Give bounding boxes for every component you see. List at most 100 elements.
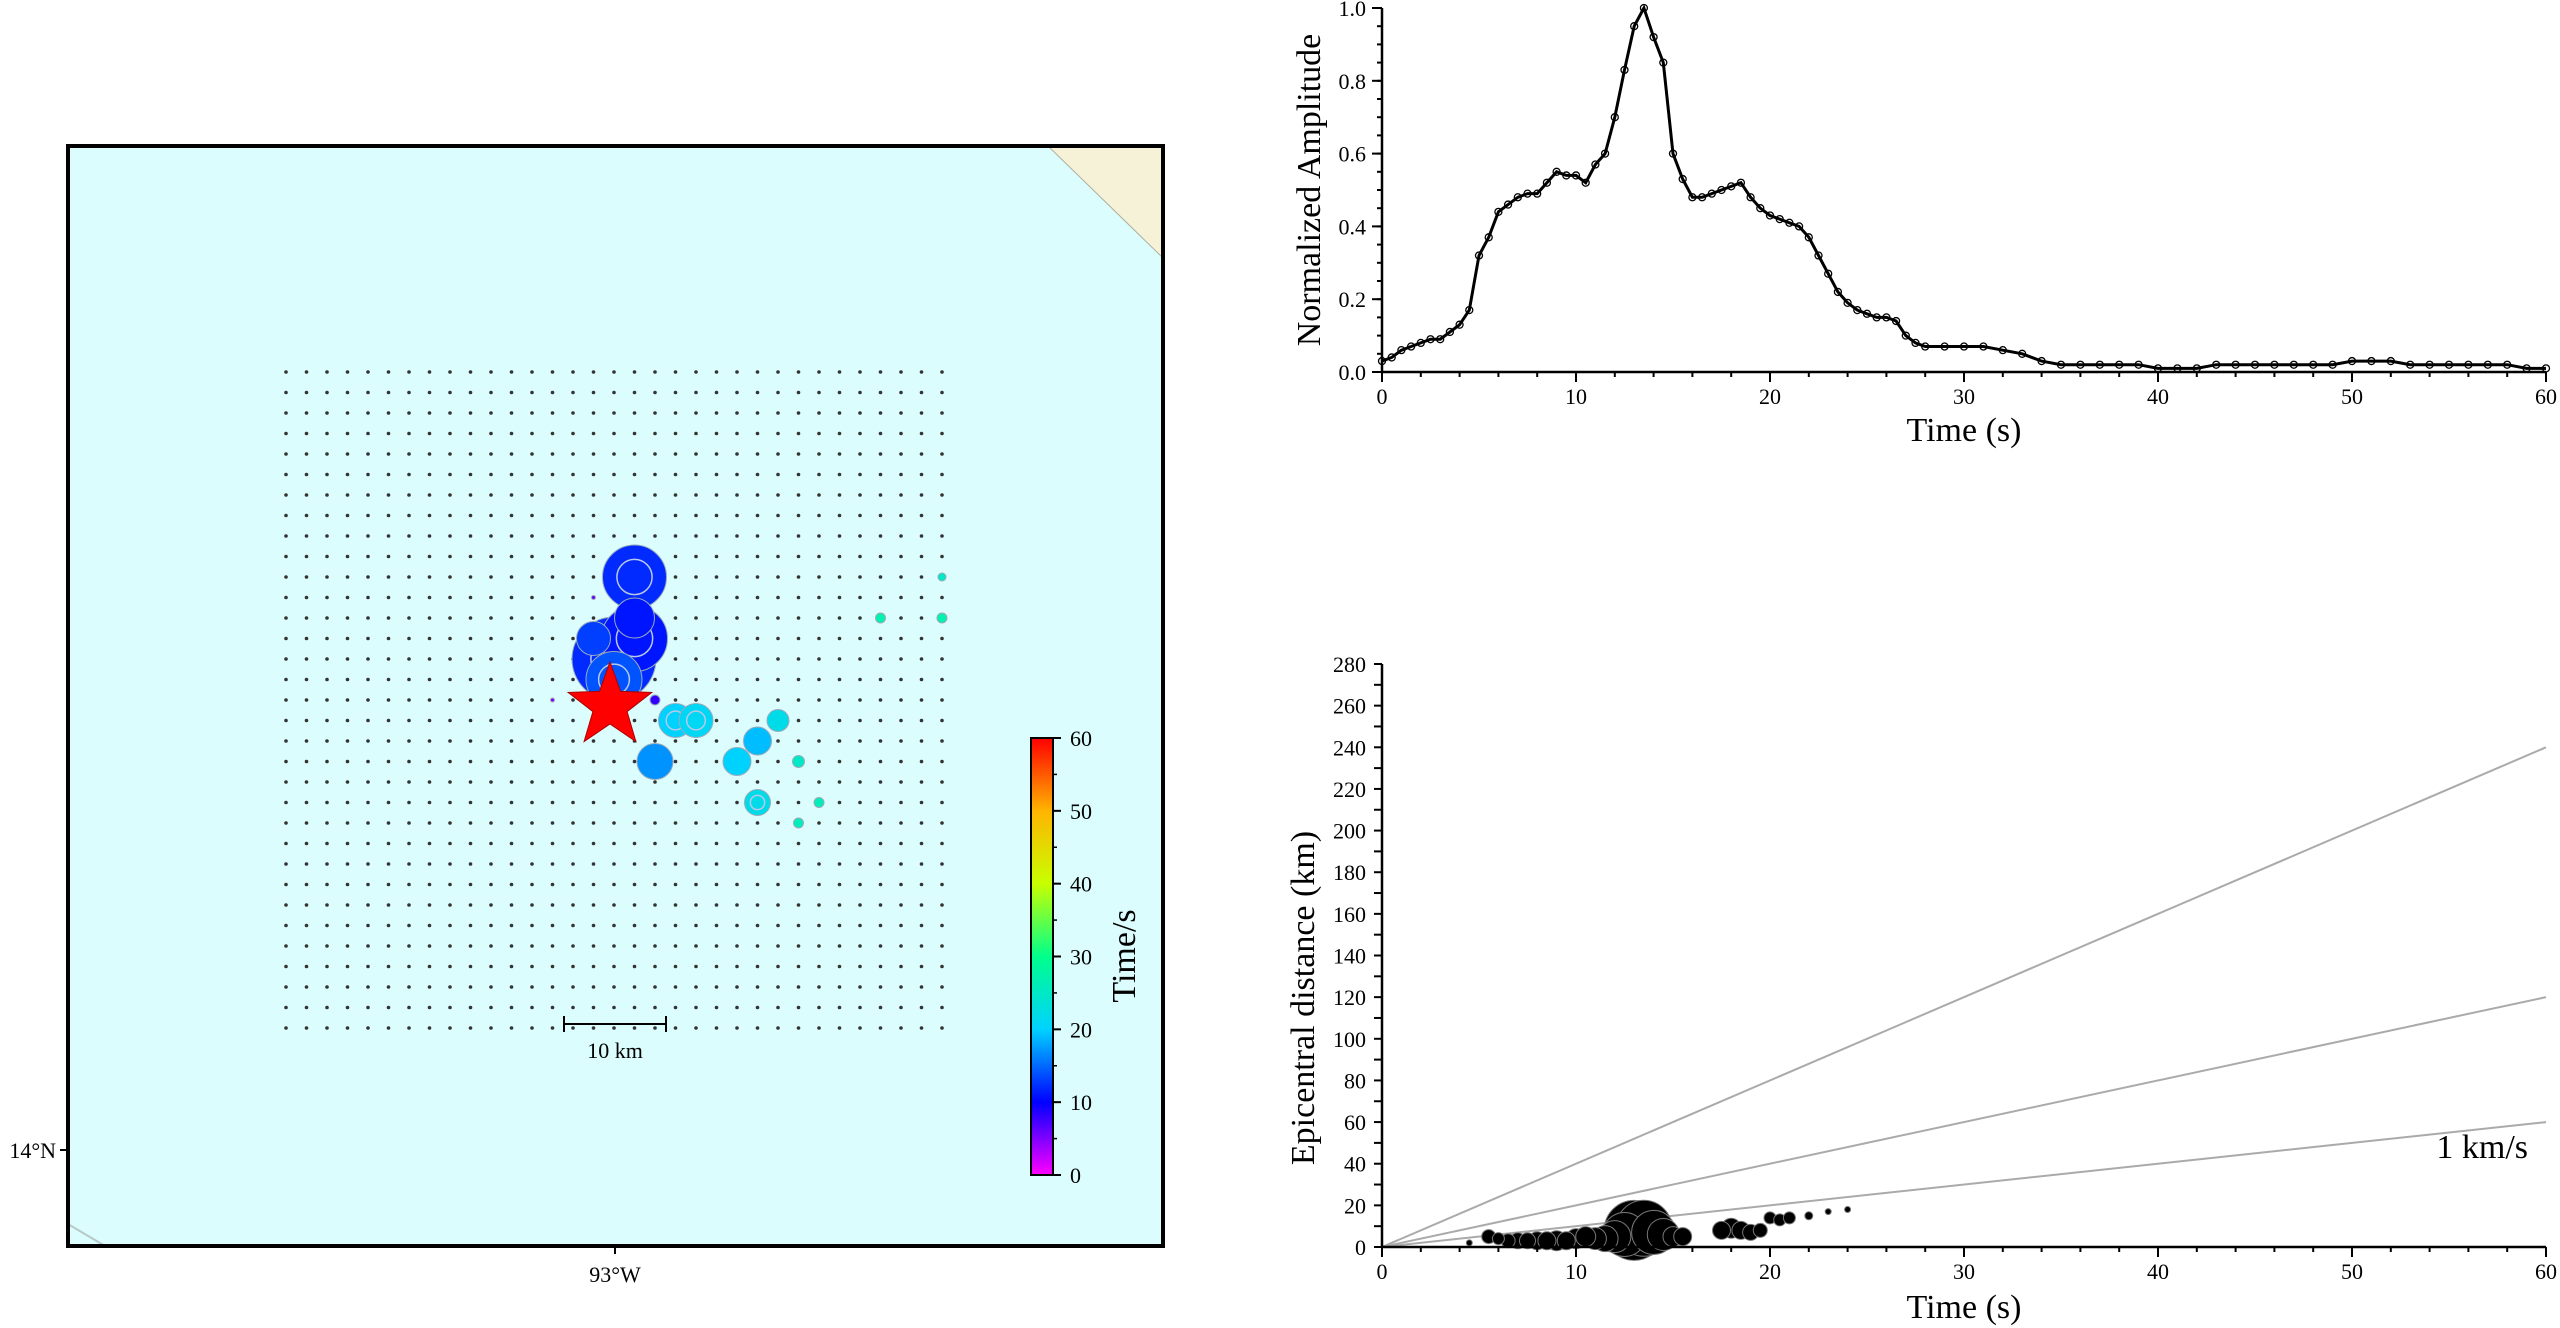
grid-node (735, 575, 739, 579)
grid-node (899, 923, 903, 928)
grid-node (653, 780, 657, 784)
grid-node (366, 472, 370, 477)
grid-node (509, 780, 514, 784)
grid-node (386, 575, 391, 579)
grid-node (694, 595, 698, 600)
grid-node (530, 493, 534, 497)
grid-node (817, 882, 821, 887)
grid-node (919, 431, 924, 436)
grid-node (489, 370, 493, 374)
stf-point (2018, 349, 2027, 358)
grid-node (530, 616, 534, 620)
grid-node (653, 964, 657, 969)
grid-node (673, 698, 678, 702)
grid-node (571, 534, 575, 538)
grid-node (284, 616, 288, 620)
grid-node (755, 923, 760, 928)
grid-node (694, 677, 698, 682)
td-x-tick-label: 50 (2341, 1259, 2363, 1284)
grid-node (489, 1026, 493, 1030)
grid-node (571, 554, 575, 559)
grid-node (755, 759, 760, 764)
grid-node (632, 534, 637, 538)
grid-node (755, 452, 760, 456)
grid-node (714, 657, 719, 661)
grid-node (591, 800, 596, 805)
grid-node (673, 985, 678, 989)
grid-node (673, 739, 678, 743)
grid-node (550, 944, 555, 948)
grid-node (919, 882, 924, 887)
grid-node (796, 472, 801, 477)
grid-node (550, 821, 555, 825)
grid-node (304, 882, 309, 887)
grid-node (776, 452, 780, 456)
stf-point (1639, 3, 1649, 13)
grid-node (345, 554, 350, 559)
grid-node (366, 534, 370, 538)
grid-node (468, 534, 473, 538)
td-point (1782, 1211, 1796, 1225)
grid-node (858, 821, 862, 825)
grid-node (468, 411, 473, 415)
grid-node (284, 554, 288, 559)
grid-node (427, 841, 432, 846)
grid-node (694, 513, 698, 518)
grid-node (468, 452, 473, 456)
grid-node (489, 944, 493, 948)
grid-node (940, 903, 944, 907)
grid-node (591, 944, 596, 948)
grid-node (858, 944, 862, 948)
grid-node (899, 554, 903, 559)
grid-node (345, 739, 350, 743)
grid-node (284, 985, 288, 989)
grid-node (571, 821, 575, 825)
grid-node (940, 759, 944, 764)
grid-node (878, 862, 883, 866)
grid-node (550, 472, 555, 477)
grid-node (345, 411, 350, 415)
grid-node (489, 534, 493, 538)
grid-node (694, 657, 698, 661)
grid-node (714, 821, 719, 825)
grid-node (530, 698, 534, 702)
grid-node (448, 964, 452, 969)
grid-node (489, 964, 493, 969)
grid-node (489, 800, 493, 805)
source-circle (937, 572, 947, 582)
grid-node (878, 636, 883, 641)
grid-node (591, 534, 596, 538)
stf-x-tick-label: 40 (2147, 384, 2169, 409)
grid-node (386, 657, 391, 661)
grid-node (530, 595, 534, 600)
grid-node (714, 452, 719, 456)
grid-node (489, 882, 493, 887)
grid-node (530, 554, 534, 559)
grid-node (284, 390, 288, 395)
grid-node (612, 882, 616, 887)
grid-node (673, 759, 678, 764)
grid-node (530, 841, 534, 846)
grid-node (284, 452, 288, 456)
grid-node (386, 493, 391, 497)
grid-node (304, 862, 309, 866)
grid-node (919, 636, 924, 641)
source-circle (614, 597, 655, 639)
grid-node (755, 493, 760, 497)
grid-node (837, 554, 842, 559)
grid-node (653, 718, 657, 723)
grid-node (530, 780, 534, 784)
grid-node (325, 718, 329, 723)
grid-node (796, 534, 801, 538)
td-point (1824, 1208, 1832, 1216)
grid-node (366, 616, 370, 620)
grid-node (427, 411, 432, 415)
grid-node (735, 370, 739, 374)
colorbar-tick-label: 60 (1070, 726, 1092, 751)
stf-panel: 0 10 20 30 40 50 60 0.0 0.2 0.4 0.6 0.8 1.0 Time (s)… (1291, 0, 2557, 449)
grid-node (776, 985, 780, 989)
grid-node (653, 390, 657, 395)
grid-node (612, 964, 616, 969)
grid-node (694, 944, 698, 948)
grid-node (817, 923, 821, 928)
